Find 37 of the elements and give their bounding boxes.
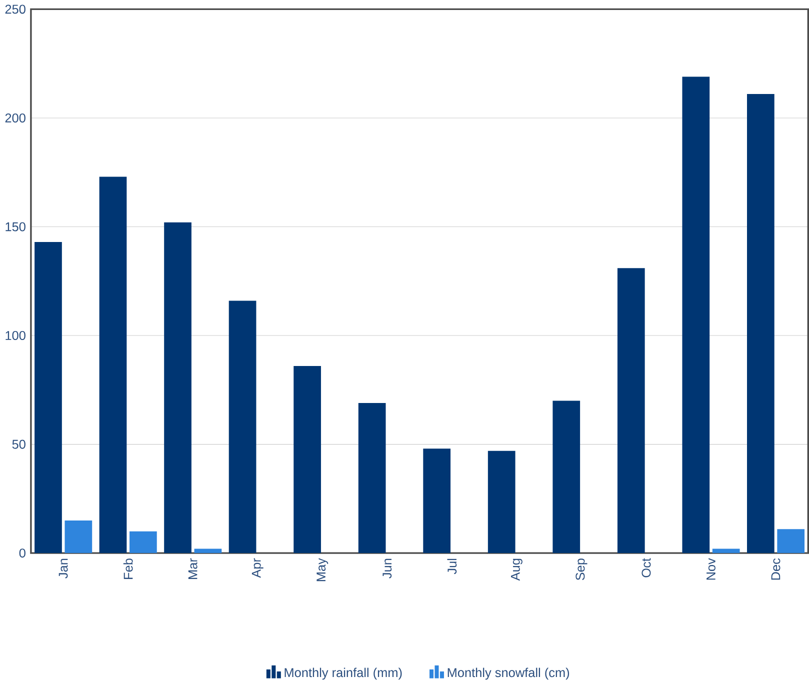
x-tick-label: Oct [642, 558, 651, 578]
x-tick-label: Mar [188, 558, 198, 580]
x-tick-label: May [316, 558, 328, 582]
y-tick-label: 0 [19, 548, 26, 558]
bar [194, 548, 222, 554]
bar [294, 366, 321, 554]
bar [99, 176, 127, 554]
bar [358, 403, 386, 554]
bar [34, 242, 62, 554]
bar [747, 94, 774, 554]
x-tick-label: Aug [511, 559, 522, 581]
x-tick-label: Nov [706, 558, 716, 580]
bar [617, 268, 645, 554]
x-tick-label: Dec [771, 558, 780, 580]
bar [488, 450, 516, 554]
y-tick-label: 250 [5, 4, 26, 14]
legend-label: Monthly snowfall (cm) [448, 668, 570, 680]
bar [130, 531, 157, 554]
bar [164, 222, 192, 554]
bar [552, 400, 580, 554]
bar [777, 529, 805, 554]
y-tick-label: 100 [6, 331, 26, 340]
bar [712, 548, 740, 554]
x-tick-label: Jan [58, 559, 68, 578]
y-tick-label: 50 [12, 440, 26, 449]
bar [64, 520, 92, 554]
bar [423, 448, 451, 554]
y-tick-label: 150 [6, 222, 26, 232]
y-tick-label: 200 [5, 114, 26, 123]
x-tick-label: Sep [576, 558, 588, 580]
x-tick-label: Jul [447, 559, 457, 574]
bar [682, 76, 710, 554]
x-tick-label: Feb [123, 558, 133, 580]
legend-label: Monthly rainfall (mm) [284, 668, 402, 680]
x-tick-label: Jun [382, 559, 392, 578]
x-tick-label: Apr [252, 558, 264, 578]
bar [228, 300, 256, 554]
